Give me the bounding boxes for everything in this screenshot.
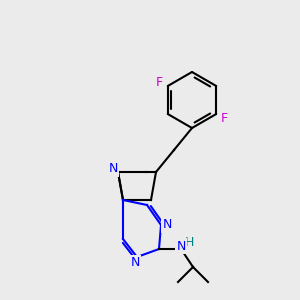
Text: N: N [162, 218, 172, 232]
Text: N: N [176, 239, 186, 253]
Text: F: F [156, 76, 163, 88]
Text: H: H [184, 236, 194, 250]
Text: N: N [130, 256, 140, 269]
Text: F: F [221, 112, 228, 124]
Text: N: N [108, 163, 118, 176]
